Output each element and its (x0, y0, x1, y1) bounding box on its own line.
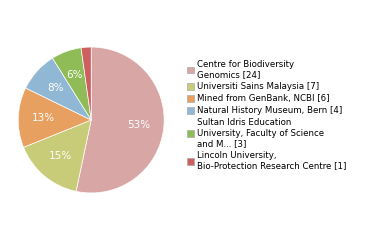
Wedge shape (24, 120, 91, 191)
Legend: Centre for Biodiversity
Genomics [24], Universiti Sains Malaysia [7], Mined from: Centre for Biodiversity Genomics [24], U… (187, 60, 347, 171)
Text: 15%: 15% (49, 151, 72, 161)
Text: 6%: 6% (67, 70, 83, 80)
Text: 13%: 13% (32, 113, 55, 123)
Wedge shape (52, 48, 91, 120)
Wedge shape (76, 47, 164, 193)
Text: 8%: 8% (48, 83, 64, 93)
Text: 53%: 53% (127, 120, 150, 130)
Wedge shape (25, 58, 91, 120)
Wedge shape (18, 88, 91, 147)
Wedge shape (81, 47, 91, 120)
